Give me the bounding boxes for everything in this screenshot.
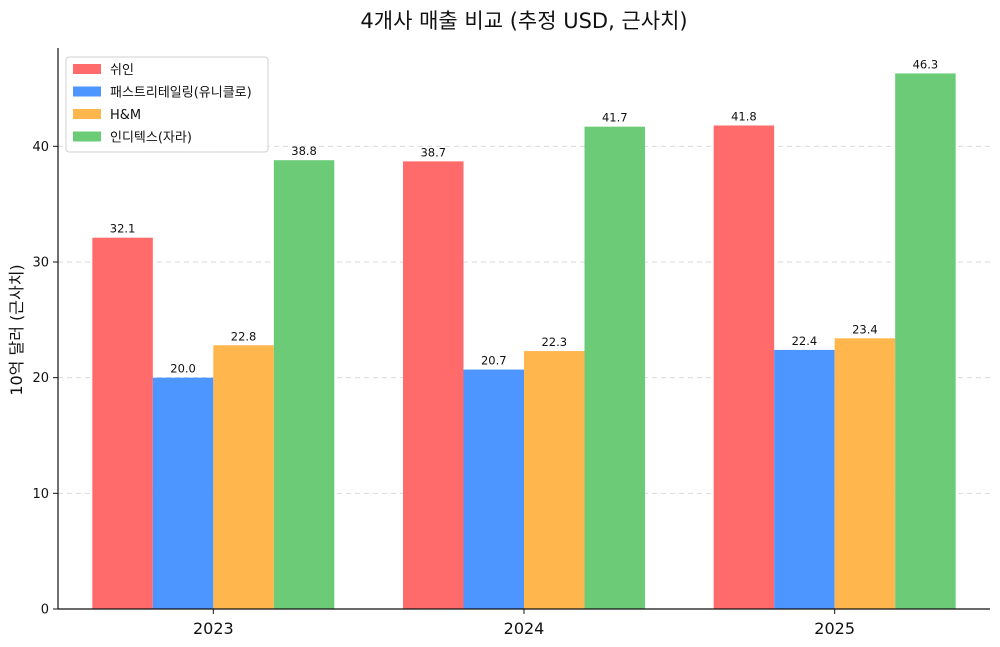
data-label: 20.7 <box>481 354 507 368</box>
data-label: 46.3 <box>913 57 939 71</box>
bar <box>463 369 524 609</box>
legend-swatch <box>73 86 101 97</box>
y-ticks: 0 10 20 30 40 <box>32 140 58 618</box>
bar <box>895 73 956 609</box>
data-label: 22.8 <box>231 329 257 343</box>
data-label: 22.4 <box>792 334 818 348</box>
x-tick-label: 2023 <box>193 619 234 638</box>
y-axis-label: 10억 달러 (근사치) <box>7 264 26 395</box>
y-tick-label: 20 <box>32 371 49 386</box>
y-tick-label: 0 <box>41 603 49 618</box>
bar <box>213 345 274 609</box>
data-label: 38.7 <box>420 145 446 159</box>
data-label: 32.1 <box>110 222 136 236</box>
chart-title: 4개사 매출 비교 (추정 USD, 근사치) <box>360 9 687 33</box>
legend-box <box>65 56 269 153</box>
data-label: 20.0 <box>170 362 196 376</box>
bar <box>152 377 214 609</box>
legend-label: 인디텍스(자라) <box>110 131 192 146</box>
data-label: 38.8 <box>291 144 317 158</box>
data-label: 41.7 <box>602 111 628 125</box>
data-label: 41.8 <box>731 109 757 123</box>
bar <box>403 161 464 610</box>
x-tick-label: 2025 <box>814 619 855 638</box>
bar <box>273 160 335 609</box>
y-tick-label: 40 <box>32 140 49 155</box>
bar <box>524 351 585 609</box>
bar <box>584 126 645 609</box>
bar <box>834 338 896 609</box>
bar <box>92 237 153 609</box>
bar <box>713 125 775 610</box>
legend-swatch <box>73 131 101 142</box>
legend-label: 패스트리테일링(유니클로) <box>110 86 252 101</box>
bar <box>774 349 835 609</box>
data-labels: 32.1 20.0 22.8 38.8 38.7 20.7 22.3 41.7 41.8 22.4… <box>110 57 938 375</box>
legend-label: 쉬인 <box>110 63 134 78</box>
data-label: 22.3 <box>541 335 567 349</box>
data-label: 23.4 <box>852 322 878 336</box>
legend-swatch <box>73 64 101 74</box>
legend-swatch <box>73 109 101 119</box>
legend-label: H&M <box>110 108 141 123</box>
x-tick-label: 2024 <box>504 619 545 638</box>
x-ticks: 2023 2024 2025 <box>193 609 855 638</box>
y-tick-label: 10 <box>32 487 49 502</box>
bars <box>92 73 956 610</box>
y-tick-label: 30 <box>32 255 49 270</box>
